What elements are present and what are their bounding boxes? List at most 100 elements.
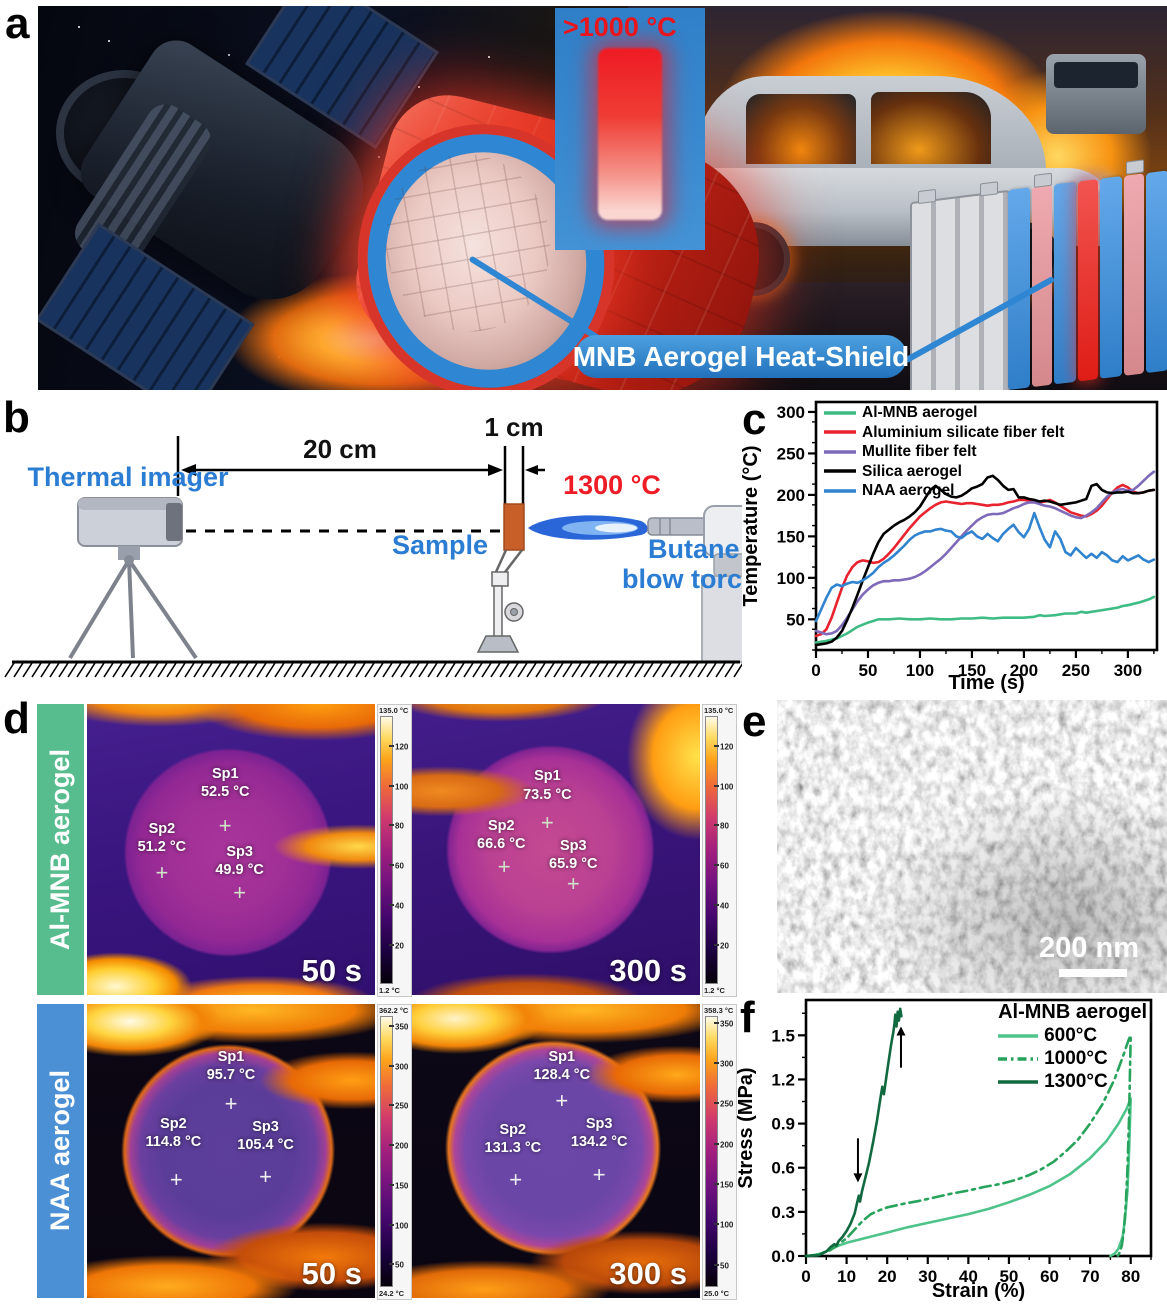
aerogel-layer: [1100, 176, 1122, 379]
svg-text:200: 200: [1010, 661, 1038, 680]
svg-text:300: 300: [777, 403, 805, 422]
legend-item: 1000°C: [998, 1049, 1147, 1068]
svg-text:70: 70: [1081, 1267, 1100, 1286]
svg-text:80: 80: [1121, 1267, 1140, 1286]
hot-bar: [598, 48, 662, 220]
scale-gradient-bar: 50 100 150 200 250 300 350: [380, 1016, 408, 1287]
scale-tick-label: 250: [395, 1101, 409, 1111]
heat-shield-label: MNB Aerogel Heat-Shield: [573, 335, 909, 378]
scale-max-label: 135.0 °C: [379, 706, 409, 715]
setup-schematic: 20 cm 1 cm Thermal imager: [4, 412, 742, 678]
scale-tick-label: 100: [395, 782, 409, 792]
svg-text:50: 50: [859, 661, 878, 680]
spot-reading: Sp2 131.3 °C: [485, 1121, 542, 1157]
temperature-time-chart: 0 50 100 150 200 250 300 50 100 150 200 250 300 Time …: [740, 396, 1167, 696]
scale-max-label: 362.2 °C: [379, 1006, 409, 1015]
spot-cross-marker: +: [155, 859, 169, 885]
spot-name: Sp3: [226, 844, 253, 860]
panel-letter-d: d: [3, 694, 30, 743]
legend-swatch: [998, 1079, 1039, 1084]
hot-battery-cell: [1078, 179, 1098, 382]
scale-gradient-bar: 50 100 150 200 250 300 350: [705, 1016, 733, 1287]
legend-swatch: [824, 411, 856, 415]
spot-reading: Sp2 66.6 °C: [477, 817, 526, 853]
svg-text:40: 40: [959, 1267, 978, 1286]
spot-cross-marker: +: [218, 813, 232, 839]
spot-name: Sp1: [211, 765, 239, 782]
battery-cell: [910, 189, 1010, 390]
sem-image: 200 nm: [777, 700, 1167, 993]
spot-cross-marker: +: [233, 880, 247, 906]
temperature-inset: >1000 °C: [555, 8, 705, 250]
scale-tick-label: 60: [395, 861, 404, 871]
elapsed-time-label: 50 s: [301, 1256, 362, 1291]
svg-text:250: 250: [1062, 661, 1090, 680]
spot-name: Sp3: [559, 838, 587, 855]
spot-temp: 131.3 °C: [484, 1140, 542, 1157]
scale-tick-label: 40: [720, 901, 729, 911]
sem-vignette: [777, 700, 1167, 993]
aerogel-layer: [1146, 170, 1167, 374]
svg-text:1.5: 1.5: [771, 1026, 795, 1045]
torch-label: Butane blow torch: [622, 534, 742, 594]
sem-scale-label: 200 nm: [1039, 932, 1139, 964]
scale-tick-label: 250: [720, 1099, 734, 1109]
svg-text:10: 10: [837, 1267, 856, 1286]
legend-label: 600°C: [1044, 1025, 1098, 1046]
panel-letter-f: f: [740, 993, 755, 1042]
svg-text:0: 0: [811, 661, 820, 680]
scale-min-label: 1.2 °C: [379, 986, 400, 995]
scale-tick-label: 20: [395, 941, 404, 951]
scale-tick-label: 100: [395, 1221, 409, 1231]
legend-item: 600°C: [998, 1026, 1147, 1045]
panel-letter-a: a: [5, 0, 30, 48]
legend-swatch: [998, 1033, 1039, 1038]
scale-tick-label: 300: [395, 1062, 409, 1072]
aerogel-layer: [1054, 181, 1076, 385]
spot-temp: 95.7 °C: [206, 1066, 256, 1083]
legend-item: Aluminium silicate fiber felt: [824, 424, 1064, 441]
spot-temp: 65.9 °C: [549, 856, 598, 873]
panel-letter-c: c: [742, 395, 767, 444]
svg-text:Temperature (°C): Temperature (°C): [740, 446, 762, 607]
legend-label: Mullite fiber felt: [862, 443, 977, 460]
battery-terminal: [918, 188, 936, 205]
chart-canvas: 0 10 20 30 40 50 60 70 80 0.0 0.3 0.6 0.9 1.2 1.5 Strai…: [735, 998, 1153, 1302]
spot-name: Sp1: [548, 1048, 576, 1065]
spot-temp: 49.9 °C: [215, 862, 264, 879]
spot-reading: Sp1 128.4 °C: [533, 1048, 590, 1084]
spot-name: Sp2: [160, 1116, 187, 1133]
legend-item: Silica aerogel: [824, 463, 1064, 480]
spot-cross-marker: +: [509, 1167, 523, 1193]
svg-text:Strain (%): Strain (%): [932, 1280, 1025, 1302]
panel-letter-e: e: [742, 697, 767, 746]
spot-temp: 134.2 °C: [570, 1134, 628, 1151]
thermal-image-naa-50s: Sp1 95.7 °C + Sp2 114.8 °C + Sp3 105.4 °C +50 s: [87, 1004, 375, 1298]
row-label-text: Al-MNB aerogel: [45, 748, 75, 951]
scale-tick-label: 20: [720, 941, 729, 951]
svg-text:1.2: 1.2: [771, 1070, 795, 1089]
scale-tick-label: 120: [395, 742, 409, 752]
legend-swatch: [824, 450, 856, 454]
torch-flame: [528, 515, 648, 540]
gap-label: 1 cm: [484, 412, 543, 442]
spot-cross-marker: +: [259, 1164, 272, 1190]
spot-cross-marker: +: [169, 1167, 183, 1193]
spot-reading: Sp1 73.5 °C: [523, 767, 572, 803]
scale-tick-label: 200: [720, 1140, 734, 1150]
thermal-color-scale: 135.0 °C 20 40 60 80 100 120 1.2 °C: [377, 704, 412, 997]
chart-legend: Al-MNB aerogel 600°C 1000°C 1300°C: [998, 1002, 1147, 1095]
panel-letter-b: b: [3, 393, 30, 442]
spot-reading: Sp2 51.2 °C: [138, 820, 187, 856]
thermal-image-almnb-300s: Sp1 73.5 °C + Sp2 66.6 °C + Sp3 65.9 °C +300 s: [412, 704, 700, 995]
flame-temp-label: 1300 °C: [563, 470, 661, 500]
svg-text:0.9: 0.9: [771, 1115, 795, 1134]
spot-cross-marker: +: [540, 810, 554, 836]
distance-label: 20 cm: [303, 434, 377, 464]
spot-reading: Sp3 105.4 °C: [237, 1118, 294, 1154]
spot-temp: 73.5 °C: [523, 786, 572, 803]
spot-temp: 51.2 °C: [137, 838, 187, 855]
thermal-color-scale: 358.3 °C 50 100 150 200 250 300 350 25.0 °C: [702, 1004, 737, 1300]
scale-tick-label: 60: [720, 861, 729, 871]
